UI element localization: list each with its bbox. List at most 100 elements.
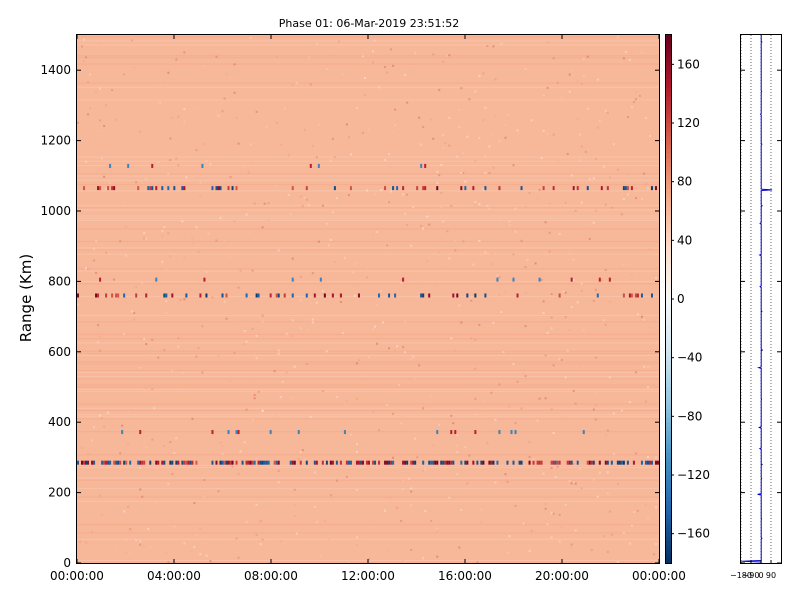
heatmap-cell bbox=[542, 300, 545, 303]
heatmap-cell bbox=[574, 209, 577, 212]
heatmap-cell bbox=[554, 476, 557, 479]
heatmap-cell bbox=[586, 460, 589, 465]
heatmap-cell bbox=[638, 94, 641, 97]
heatmap-cell bbox=[552, 57, 555, 60]
heatmap-cell bbox=[404, 212, 407, 215]
heatmap-cell bbox=[412, 205, 415, 208]
heatmap-cell bbox=[558, 232, 561, 235]
heatmap-cell bbox=[390, 48, 393, 51]
heatmap-cell bbox=[257, 390, 260, 393]
heatmap-cell bbox=[578, 467, 581, 470]
heatmap-cell bbox=[400, 281, 403, 284]
heatmap-cell bbox=[243, 343, 246, 346]
heatmap-cell bbox=[390, 166, 393, 169]
heatmap-cell bbox=[77, 121, 80, 124]
heatmap-cell bbox=[552, 364, 555, 367]
heatmap-cell bbox=[484, 186, 487, 191]
heatmap-cell bbox=[109, 460, 112, 465]
colorbar-tick-label: 120 bbox=[677, 116, 700, 130]
heatmap-cell bbox=[454, 249, 457, 252]
colorbar-segment bbox=[666, 404, 671, 410]
heatmap-cell bbox=[161, 260, 164, 263]
heatmap-cell bbox=[490, 252, 493, 255]
heatmap-cell bbox=[380, 189, 383, 192]
colorbar-segment bbox=[666, 215, 671, 221]
heatmap-cell bbox=[440, 242, 443, 245]
heatmap-cell bbox=[400, 519, 403, 522]
heatmap-cell bbox=[171, 369, 174, 372]
heatmap-cell bbox=[458, 304, 461, 307]
profile-x-tick-label: −180 bbox=[730, 571, 752, 580]
heatmap-cell bbox=[634, 293, 637, 298]
heatmap-cell bbox=[237, 286, 240, 289]
colorbar-segment bbox=[666, 400, 671, 406]
heatmap-cell bbox=[580, 289, 583, 292]
heatmap-cell bbox=[347, 460, 350, 465]
heatmap-cell bbox=[576, 117, 579, 120]
heatmap-cell bbox=[281, 381, 284, 384]
heatmap-cell bbox=[349, 433, 352, 436]
heatmap-cell bbox=[592, 478, 595, 481]
colorbar-tick-label: 0 bbox=[677, 292, 685, 306]
heatmap-cell bbox=[412, 355, 415, 358]
heatmap-cell bbox=[368, 334, 371, 337]
heatmap-cell bbox=[313, 506, 316, 509]
heatmap-cell bbox=[580, 487, 583, 490]
heatmap-cell bbox=[448, 54, 451, 57]
heatmap-cell bbox=[572, 258, 575, 261]
heatmap-cell bbox=[482, 399, 485, 402]
heatmap-cell bbox=[253, 238, 256, 241]
heatmap-cell bbox=[628, 293, 631, 298]
heatmap-cell bbox=[550, 316, 553, 319]
colorbar-segment bbox=[666, 153, 671, 159]
heatmap-cell bbox=[121, 424, 124, 427]
heatmap-cell bbox=[568, 328, 571, 331]
phase-profile-panel: −180−90 0 90 bbox=[730, 35, 781, 580]
heatmap-cell bbox=[231, 371, 234, 374]
heatmap-cell bbox=[464, 460, 467, 465]
heatmap-cell bbox=[368, 128, 371, 131]
heatmap-cell bbox=[205, 293, 208, 298]
heatmap-cell bbox=[604, 323, 607, 326]
heatmap-cell bbox=[618, 460, 621, 465]
heatmap-cell bbox=[255, 457, 258, 460]
heatmap-cell bbox=[536, 419, 539, 422]
heatmap-cell bbox=[484, 251, 487, 254]
heatmap-cell bbox=[305, 460, 308, 465]
heatmap-cell bbox=[498, 140, 501, 143]
heatmap-cell bbox=[394, 124, 397, 127]
x-tick-label: 00:00:00 bbox=[632, 569, 686, 583]
heatmap-cell bbox=[418, 116, 421, 119]
heatmap-band bbox=[77, 477, 659, 479]
heatmap-cell bbox=[355, 362, 358, 365]
heatmap-cell bbox=[546, 86, 549, 89]
heatmap-cell bbox=[201, 163, 204, 168]
heatmap-cell bbox=[436, 527, 439, 530]
heatmap-cell bbox=[622, 57, 625, 60]
heatmap-cell bbox=[654, 506, 657, 509]
heatmap-cell bbox=[163, 226, 166, 229]
heatmap-cell bbox=[430, 394, 433, 397]
heatmap-band bbox=[77, 63, 659, 65]
heatmap-cell bbox=[456, 433, 459, 436]
heatmap-cell bbox=[524, 523, 527, 526]
heatmap-cell bbox=[211, 300, 214, 303]
heatmap-cell bbox=[550, 460, 553, 465]
x-tick-label: 04:00:00 bbox=[147, 569, 201, 583]
heatmap-cell bbox=[400, 422, 403, 425]
heatmap-cell bbox=[317, 305, 320, 308]
heatmap-cell bbox=[576, 460, 579, 465]
heatmap-band bbox=[77, 384, 659, 386]
colorbar-segment bbox=[666, 417, 671, 423]
heatmap-cell bbox=[357, 460, 360, 465]
heatmap-cell bbox=[374, 325, 377, 328]
heatmap-cell bbox=[422, 293, 425, 298]
heatmap-cell bbox=[388, 293, 391, 298]
colorbar-segment bbox=[666, 211, 671, 216]
heatmap-cell bbox=[87, 495, 90, 498]
profile-frame bbox=[740, 34, 782, 564]
heatmap-cell bbox=[478, 323, 481, 326]
heatmap-cell bbox=[173, 186, 176, 191]
heatmap-cell bbox=[394, 349, 397, 352]
colorbar-tick-label: −40 bbox=[677, 351, 702, 365]
